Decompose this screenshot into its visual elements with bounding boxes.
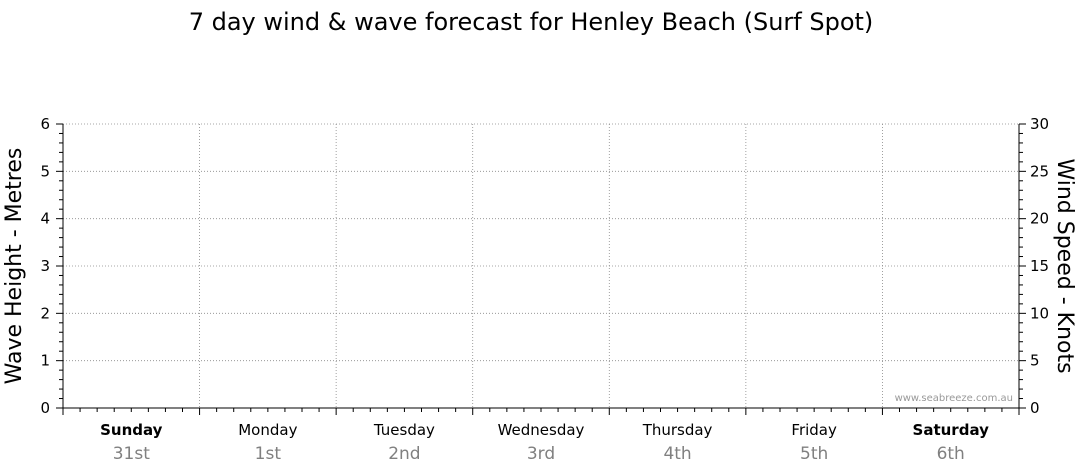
left-axis-ticks: 0 1 2 3 4 5 6 [40, 115, 63, 417]
right-axis-ticks: 0 5 10 15 20 25 30 [1019, 115, 1049, 417]
day-label-tuesday: Tuesday [373, 421, 435, 439]
right-tick-label: 20 [1030, 210, 1049, 228]
day-label-monday: Monday [238, 421, 297, 439]
date-label-tuesday: 2nd [388, 444, 420, 464]
right-tick-label: 30 [1030, 115, 1049, 133]
right-tick-label: 0 [1030, 399, 1040, 417]
day-label-wednesday: Wednesday [498, 421, 585, 439]
right-axis-title: Wind Speed - Knots [1052, 158, 1077, 373]
left-tick-label: 0 [40, 399, 50, 417]
left-axis-title: Wave Height - Metres [2, 148, 27, 385]
watermark: www.seabreeze.com.au [895, 393, 1013, 404]
day-label-friday: Friday [791, 421, 837, 439]
day-label-saturday: Saturday [913, 421, 990, 439]
day-label-thursday: Thursday [642, 421, 713, 439]
left-tick-label: 6 [40, 115, 50, 133]
date-label-monday: 1st [255, 444, 282, 464]
right-tick-label: 25 [1030, 162, 1049, 180]
left-tick-label: 1 [40, 352, 50, 370]
date-label-thursday: 4th [663, 444, 691, 464]
chart-title: 7 day wind & wave forecast for Henley Be… [189, 8, 874, 36]
right-tick-label: 5 [1030, 352, 1040, 370]
x-axis-day-labels: Sunday 31st Monday 1st Tuesday 2nd Wednesday 3r… [100, 421, 989, 464]
axes [62, 124, 1020, 415]
right-tick-label: 10 [1030, 304, 1049, 322]
date-label-sunday: 31st [113, 444, 150, 464]
day-label-sunday: Sunday [100, 421, 163, 439]
left-tick-label: 5 [40, 162, 50, 180]
date-label-wednesday: 3rd [527, 444, 555, 464]
right-tick-label: 15 [1030, 257, 1049, 275]
left-tick-label: 4 [40, 210, 50, 228]
grid [63, 123, 1019, 408]
date-label-saturday: 6th [937, 444, 965, 464]
left-tick-label: 3 [40, 257, 50, 275]
date-label-friday: 5th [800, 444, 828, 464]
left-tick-label: 2 [40, 304, 50, 322]
